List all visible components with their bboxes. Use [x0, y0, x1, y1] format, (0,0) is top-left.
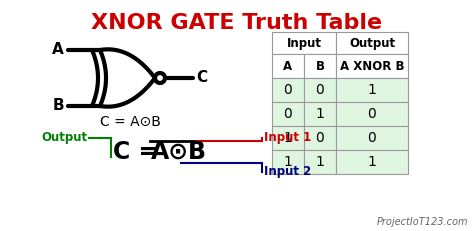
Bar — [304, 54, 336, 78]
Bar — [272, 78, 304, 102]
Text: 1: 1 — [316, 107, 324, 121]
Bar — [336, 54, 408, 78]
Bar — [336, 102, 408, 126]
Text: A XNOR B: A XNOR B — [340, 60, 404, 73]
Text: 1: 1 — [316, 155, 324, 169]
Text: 0: 0 — [368, 107, 376, 121]
Text: 0: 0 — [316, 131, 324, 145]
Bar — [272, 54, 304, 78]
Text: B: B — [52, 98, 64, 113]
Text: A⊙B: A⊙B — [151, 140, 207, 164]
Text: 1: 1 — [283, 131, 292, 145]
Text: 1: 1 — [283, 155, 292, 169]
Text: C =: C = — [113, 140, 158, 164]
Text: Output: Output — [349, 36, 395, 49]
Bar — [304, 126, 336, 150]
Text: Input 2: Input 2 — [264, 165, 311, 179]
Bar — [336, 126, 408, 150]
Text: C = A⊙B: C = A⊙B — [100, 115, 160, 129]
Text: XNOR GATE Truth Table: XNOR GATE Truth Table — [91, 13, 383, 33]
Text: B: B — [316, 60, 325, 73]
Text: ProjectIoT123.com: ProjectIoT123.com — [376, 217, 468, 227]
Text: 1: 1 — [367, 83, 376, 97]
Bar — [272, 32, 336, 54]
Bar — [272, 150, 304, 174]
Text: C: C — [196, 70, 207, 85]
Text: Input 1: Input 1 — [264, 131, 311, 145]
Text: 1: 1 — [367, 155, 376, 169]
Bar — [272, 102, 304, 126]
Text: A: A — [283, 60, 292, 73]
Bar — [304, 150, 336, 174]
Bar — [272, 126, 304, 150]
Bar — [304, 78, 336, 102]
Text: Output: Output — [42, 131, 88, 145]
Bar — [304, 102, 336, 126]
Bar — [336, 32, 408, 54]
Text: Input: Input — [286, 36, 321, 49]
Text: 0: 0 — [368, 131, 376, 145]
Bar — [336, 78, 408, 102]
Text: 0: 0 — [283, 107, 292, 121]
Bar — [336, 150, 408, 174]
Text: A: A — [52, 43, 64, 58]
Text: 0: 0 — [283, 83, 292, 97]
Text: 0: 0 — [316, 83, 324, 97]
